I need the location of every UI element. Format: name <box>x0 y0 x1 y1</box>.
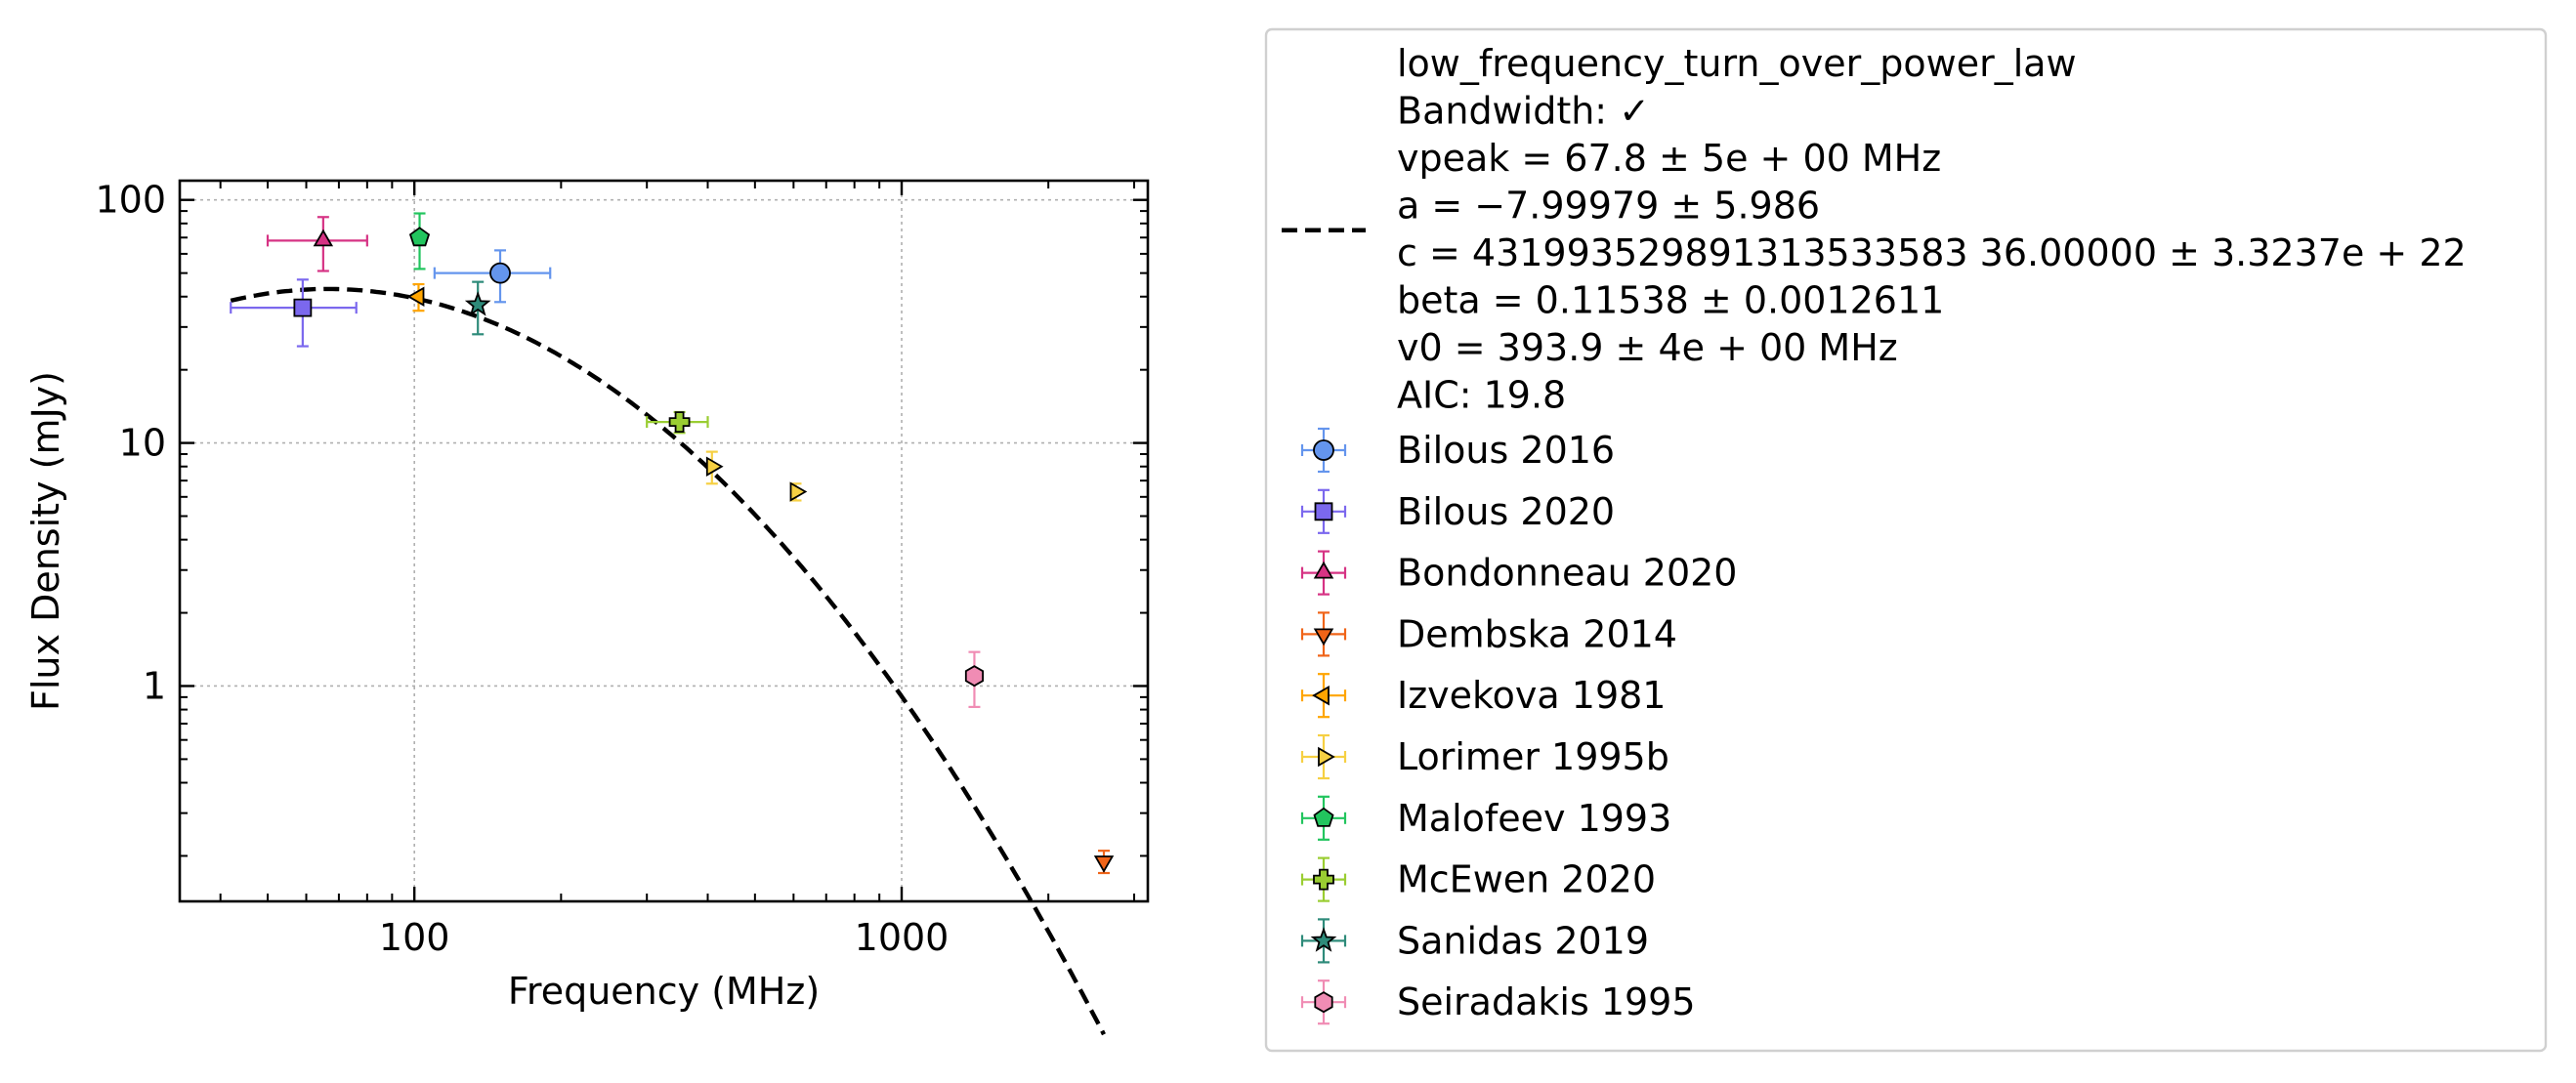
y-tick-label: 100 <box>95 179 166 222</box>
y-axis-title: Flux Density (mJy) <box>24 371 67 711</box>
legend-entry: Bondonneau 2020 <box>1300 550 1737 596</box>
legend-label: McEwen 2020 <box>1397 858 1656 901</box>
series-malofeev-1993 <box>408 212 431 271</box>
minor-ticks <box>180 181 1148 901</box>
legend-entry: Bilous 2020 <box>1300 488 1615 534</box>
data-point <box>964 665 984 687</box>
series-izvekova-1981 <box>406 282 425 312</box>
legend-marker <box>1310 927 1337 952</box>
fit-info-line: low_frequency_turn_over_power_law <box>1397 42 2077 85</box>
x-axis-title: Frequency (MHz) <box>508 970 820 1013</box>
x-tick-label: 100 <box>379 916 450 959</box>
legend-label: Lorimer 1995b <box>1397 735 1669 778</box>
series-lorimer-1995b <box>705 450 808 502</box>
x-tick-label: 1000 <box>855 916 950 959</box>
y-tick-label: 10 <box>119 422 166 465</box>
legend-entry: Malofeev 1993 <box>1300 795 1671 841</box>
legend-label: Bilous 2016 <box>1397 429 1615 472</box>
series-bondonneau-2020 <box>266 216 368 272</box>
legend-entry: Sanidas 2019 <box>1300 918 1649 964</box>
data-point <box>464 291 491 316</box>
legend-marker <box>1313 439 1334 461</box>
legend-entry: McEwen 2020 <box>1300 856 1656 902</box>
plot-frame <box>178 179 1150 903</box>
fit-info-line: AIC: 19.8 <box>1397 374 1566 417</box>
data-point <box>668 411 691 433</box>
legend-marker <box>1312 685 1330 706</box>
data-point <box>705 456 724 477</box>
fit-info-line: a = −7.99979 ± 5.986 <box>1397 185 1820 228</box>
data-point <box>489 262 511 284</box>
legend: low_frequency_turn_over_power_law Bandwid… <box>1264 27 2548 1053</box>
data-point <box>408 227 431 247</box>
series-dembska-2014 <box>1093 850 1115 875</box>
legend-marker <box>1313 561 1334 579</box>
data-point <box>406 286 425 307</box>
legend-entry: Dembska 2014 <box>1300 611 1677 657</box>
legend-label: Bilous 2020 <box>1397 490 1615 533</box>
legend-marker <box>1313 807 1334 827</box>
legend-box <box>1264 27 2548 1053</box>
series-mcewen-2020 <box>646 410 709 435</box>
fit-curve <box>230 286 1106 1036</box>
legend-label: Seiradakis 1995 <box>1397 980 1696 1023</box>
fit-info-line: vpeak = 67.8 ± 5e + 00 MHz <box>1397 137 1941 180</box>
legend-entry: Seiradakis 1995 <box>1300 979 1696 1025</box>
legend-entry: Izvekova 1981 <box>1300 673 1666 719</box>
data-point <box>789 481 808 502</box>
data-point <box>313 229 334 247</box>
legend-marker <box>1314 502 1333 521</box>
fit-info-line: Bandwidth: ✓ <box>1397 90 1650 133</box>
legend-label: Izvekova 1981 <box>1397 674 1666 717</box>
legend-marker <box>1313 868 1334 891</box>
legend-label: Malofeev 1993 <box>1397 797 1671 840</box>
series-bilous-2020 <box>230 278 358 348</box>
fit-info-line: beta = 0.11538 ± 0.0012611 <box>1397 279 1944 322</box>
fit-info-line: c = 431993529891313533583 36.00000 ± 3.3… <box>1397 231 2467 274</box>
data-point <box>293 298 313 317</box>
legend-marker <box>1313 628 1334 646</box>
legend-entry: Lorimer 1995b <box>1300 733 1669 780</box>
legend-marker <box>1318 746 1335 768</box>
series-seiradakis-1995 <box>964 650 984 709</box>
legend-marker <box>1314 991 1333 1014</box>
legend-entry: Bilous 2016 <box>1300 427 1615 474</box>
legend-label: Sanidas 2019 <box>1397 919 1649 962</box>
series-sanidas-2019 <box>464 280 491 336</box>
legend-label: Bondonneau 2020 <box>1397 552 1737 595</box>
plot-area: 100 1000 1 10 100 <box>95 179 1150 1036</box>
y-tick-label: 1 <box>143 664 166 707</box>
data-point <box>1093 855 1115 873</box>
series-bilous-2016 <box>433 249 552 304</box>
fit-info-line: v0 = 393.9 ± 4e + 00 MHz <box>1397 326 1898 369</box>
legend-label: Dembska 2014 <box>1397 612 1677 655</box>
